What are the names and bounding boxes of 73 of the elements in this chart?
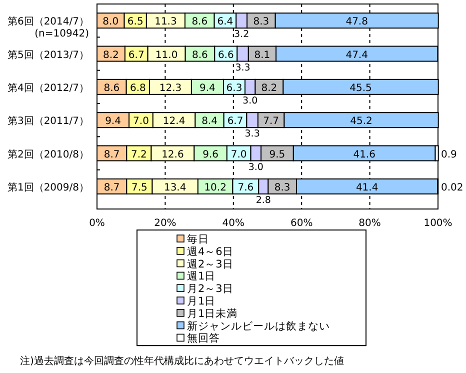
text: (n=10942) — [34, 28, 90, 40]
legend-label: 無回答 — [187, 332, 220, 345]
data-label: 12.3 — [159, 82, 182, 94]
data-label: 12.4 — [162, 116, 186, 128]
data-label: 8.7 — [104, 149, 120, 160]
data-label: 9.4 — [105, 116, 121, 128]
data-label: 8.2 — [261, 82, 278, 94]
data-label: 8.1 — [254, 50, 270, 61]
data-label: 9.4 — [200, 82, 216, 94]
data-label: 6.3 — [226, 82, 242, 94]
legend-label: 月2～3日 — [187, 283, 234, 296]
data-label: 0.02 — [441, 182, 464, 194]
data-label: 8.0 — [102, 16, 119, 28]
x-tick-label: 80% — [358, 218, 381, 229]
data-label: 47.8 — [346, 16, 368, 28]
data-label: 7.2 — [130, 149, 147, 160]
data-label: 3.2 — [234, 29, 250, 40]
data-label: 3.3 — [235, 62, 250, 74]
data-label: 3.0 — [242, 95, 258, 106]
data-label: 8.7 — [104, 182, 120, 194]
data-label: 6.5 — [127, 16, 144, 28]
text: 注)過去調査は今回調査の性年代構成比にあわせてウエイトバックした値 — [20, 355, 344, 367]
data-label: 2.8 — [256, 194, 271, 206]
data-label: 41.6 — [353, 149, 376, 160]
data-label: 0.9 — [441, 149, 457, 160]
data-label: 7.0 — [133, 116, 149, 128]
data-label: 9.6 — [202, 149, 219, 160]
data-label: 45.2 — [350, 116, 372, 128]
data-label: 11.0 — [155, 50, 178, 61]
data-label: 8.3 — [253, 16, 270, 28]
data-label: 7.6 — [238, 182, 254, 194]
y-tick-label: 第5回（2013/7） — [7, 48, 89, 61]
data-label: 8.6 — [104, 82, 120, 94]
data-label: 10.2 — [204, 182, 226, 194]
x-tick-label: 60% — [290, 218, 313, 229]
data-label: 7.7 — [263, 116, 280, 128]
legend-label: 週2～3日 — [187, 258, 234, 270]
data-label: 3.3 — [244, 128, 260, 140]
legend-label: 週1日 — [187, 270, 216, 283]
data-label: 6.8 — [130, 82, 146, 94]
data-label: 8.6 — [192, 50, 208, 61]
y-tick-label: 第2回（2010/8） — [7, 148, 89, 160]
legend-label: 週4～6日 — [187, 246, 234, 258]
data-label: 13.4 — [164, 182, 186, 194]
x-tick-label: 0% — [89, 218, 105, 229]
x-tick-label: 20% — [154, 218, 176, 229]
data-label: 8.3 — [274, 182, 290, 194]
data-label: 11.3 — [154, 16, 177, 28]
legend-label: 新ジャンルビールは飲まない — [187, 319, 330, 332]
data-label: 6.4 — [217, 16, 234, 28]
x-tick-label: 100% — [424, 218, 452, 229]
data-label: 7.5 — [132, 182, 148, 194]
y-tick-label: 第1回（2009/8） — [7, 181, 89, 194]
x-tick-label: 40% — [222, 218, 245, 229]
legend-label: 毎日 — [187, 234, 209, 246]
data-label: 12.6 — [162, 149, 184, 160]
data-label: 9.5 — [269, 149, 286, 160]
data-label: 41.4 — [356, 182, 378, 194]
data-label: 7.0 — [230, 149, 247, 160]
data-label: 47.4 — [346, 50, 368, 61]
y-tick-label: 第4回（2012/7） — [7, 82, 89, 94]
legend-label: 月1日未満 — [187, 306, 238, 320]
y-tick-label: 第6回（2014/7） — [7, 16, 89, 28]
y-tick-label: 第3回（2011/7） — [7, 115, 89, 128]
data-label: 45.5 — [350, 82, 372, 94]
data-label: 8.2 — [103, 50, 119, 61]
data-label: 6.7 — [227, 116, 244, 128]
data-label: 6.6 — [218, 50, 234, 61]
data-label: 8.6 — [192, 16, 208, 28]
data-label: 6.7 — [128, 50, 144, 61]
legend-label: 月1日 — [187, 296, 216, 308]
data-label: 3.0 — [248, 162, 264, 173]
data-label: 8.4 — [202, 116, 218, 128]
